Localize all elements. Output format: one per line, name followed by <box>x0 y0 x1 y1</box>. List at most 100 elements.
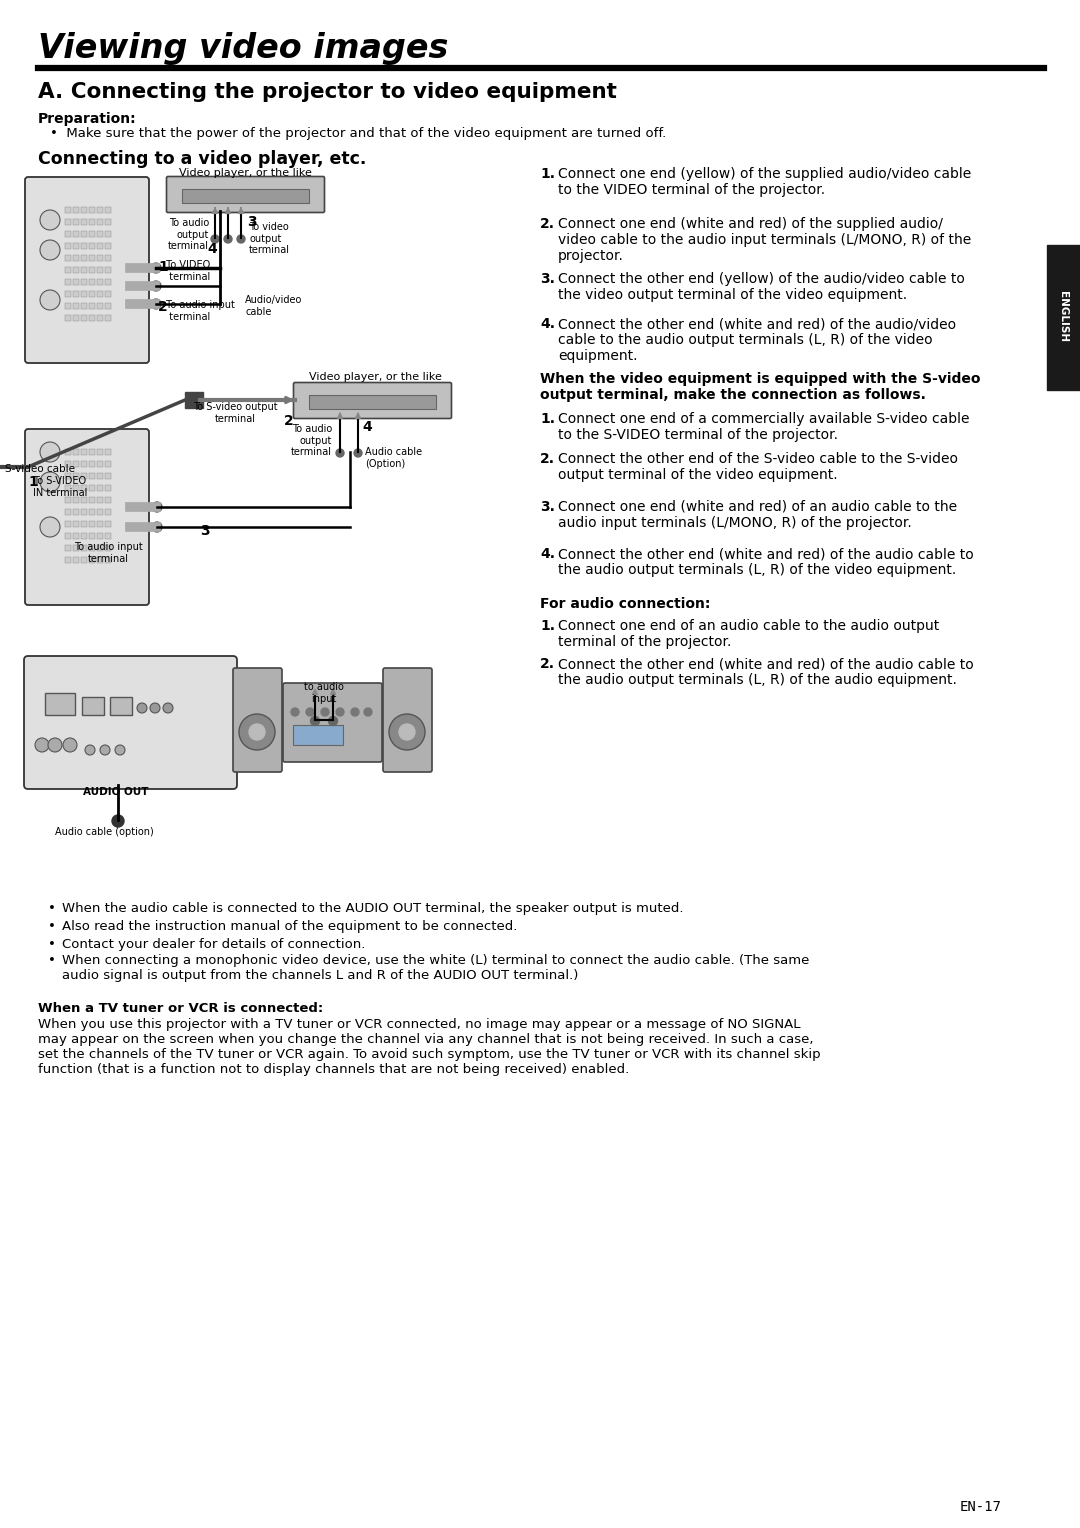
Circle shape <box>152 503 162 512</box>
Text: 2: 2 <box>158 299 167 313</box>
Circle shape <box>354 449 362 457</box>
Bar <box>105 255 111 261</box>
Bar <box>73 497 79 503</box>
Circle shape <box>336 449 345 457</box>
Circle shape <box>399 724 415 740</box>
Text: 3.: 3. <box>540 500 555 513</box>
Bar <box>73 474 79 478</box>
Circle shape <box>40 472 60 492</box>
Text: To video
output
terminal: To video output terminal <box>249 222 291 255</box>
Text: 1: 1 <box>158 260 167 274</box>
Bar <box>97 545 103 552</box>
Bar <box>89 484 95 490</box>
Bar <box>89 461 95 468</box>
Bar <box>81 290 87 296</box>
Circle shape <box>151 263 161 274</box>
Bar <box>105 243 111 249</box>
Text: Connect the other end (white and red) of the audio cable to
the audio output ter: Connect the other end (white and red) of… <box>558 657 974 688</box>
Bar <box>105 303 111 309</box>
FancyBboxPatch shape <box>383 668 432 772</box>
Bar <box>97 206 103 212</box>
Bar <box>65 290 71 296</box>
Bar <box>65 558 71 562</box>
Bar <box>65 509 71 515</box>
Bar <box>81 449 87 455</box>
Text: Also read the instruction manual of the equipment to be connected.: Also read the instruction manual of the … <box>62 920 517 934</box>
Bar <box>89 206 95 212</box>
Text: 1.: 1. <box>540 167 555 180</box>
Bar <box>65 219 71 225</box>
Bar <box>73 484 79 490</box>
Text: Video player, or the like: Video player, or the like <box>309 371 442 382</box>
Circle shape <box>224 235 232 243</box>
FancyBboxPatch shape <box>25 177 149 364</box>
Text: To audio input
terminal: To audio input terminal <box>73 542 143 564</box>
Bar <box>65 474 71 478</box>
Bar <box>65 521 71 527</box>
Text: Connect the other end (white and red) of the audio/video
cable to the audio outp: Connect the other end (white and red) of… <box>558 316 956 364</box>
Circle shape <box>336 707 345 717</box>
Text: Audio cable
(Option): Audio cable (Option) <box>365 448 422 469</box>
FancyBboxPatch shape <box>283 683 382 762</box>
Bar <box>73 219 79 225</box>
Bar <box>81 219 87 225</box>
Text: Connect one end (yellow) of the supplied audio/video cable
to the VIDEO terminal: Connect one end (yellow) of the supplied… <box>558 167 971 197</box>
Bar <box>89 497 95 503</box>
Text: A. Connecting the projector to video equipment: A. Connecting the projector to video equ… <box>38 83 617 102</box>
Circle shape <box>85 746 95 755</box>
Text: •: • <box>48 953 56 967</box>
Bar <box>82 697 104 715</box>
Bar <box>105 484 111 490</box>
Bar <box>73 315 79 321</box>
Text: When the audio cable is connected to the AUDIO OUT terminal, the speaker output : When the audio cable is connected to the… <box>62 902 684 915</box>
Bar <box>105 290 111 296</box>
Text: to audio
input: to audio input <box>305 681 343 703</box>
Bar <box>97 243 103 249</box>
Bar <box>65 315 71 321</box>
Bar <box>105 219 111 225</box>
Bar <box>73 267 79 274</box>
Text: 4: 4 <box>362 420 372 434</box>
Text: S-video cable: S-video cable <box>5 465 75 474</box>
Text: Connect one end of a commercially available S-video cable
to the S-VIDEO termina: Connect one end of a commercially availa… <box>558 413 970 442</box>
Text: To audio
output
terminal: To audio output terminal <box>168 219 210 251</box>
Bar <box>81 243 87 249</box>
Text: ENGLISH: ENGLISH <box>1058 292 1068 342</box>
Text: •  Make sure that the power of the projector and that of the video equipment are: • Make sure that the power of the projec… <box>50 127 666 141</box>
Circle shape <box>291 707 299 717</box>
Bar <box>65 267 71 274</box>
Bar <box>105 558 111 562</box>
Bar <box>97 219 103 225</box>
Bar <box>97 497 103 503</box>
Bar <box>183 189 309 203</box>
Bar <box>89 545 95 552</box>
Circle shape <box>389 714 426 750</box>
Text: To audio
output
terminal: To audio output terminal <box>291 423 332 457</box>
Bar <box>97 290 103 296</box>
Circle shape <box>63 738 77 752</box>
Bar <box>97 474 103 478</box>
Circle shape <box>35 738 49 752</box>
Bar <box>65 243 71 249</box>
Text: Video player, or the like: Video player, or the like <box>178 168 311 177</box>
Bar <box>97 315 103 321</box>
FancyBboxPatch shape <box>24 656 237 788</box>
Bar <box>97 303 103 309</box>
Bar <box>81 545 87 552</box>
Bar <box>73 255 79 261</box>
Bar <box>97 280 103 286</box>
Circle shape <box>249 724 265 740</box>
Bar <box>110 697 132 715</box>
Bar <box>65 255 71 261</box>
FancyBboxPatch shape <box>233 668 282 772</box>
Circle shape <box>150 703 160 714</box>
Text: To VIDEO
  terminal: To VIDEO terminal <box>163 260 211 281</box>
Bar <box>81 474 87 478</box>
Text: 4: 4 <box>207 241 217 257</box>
Bar <box>89 533 95 539</box>
Bar <box>73 558 79 562</box>
Text: Viewing video images: Viewing video images <box>38 32 448 66</box>
Bar <box>65 231 71 237</box>
Circle shape <box>328 717 337 726</box>
Bar <box>65 484 71 490</box>
